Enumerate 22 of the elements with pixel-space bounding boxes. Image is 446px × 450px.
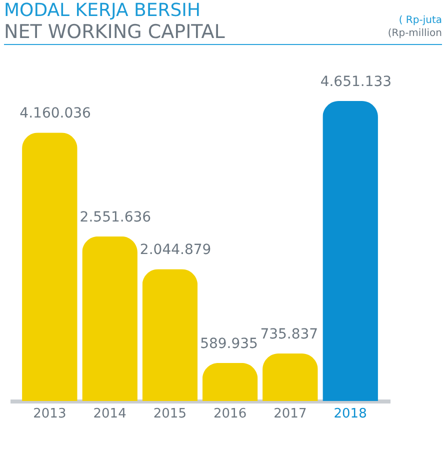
- chart-subtitle: NET WORKING CAPITAL: [4, 21, 225, 43]
- x-tick-label: 2015: [153, 406, 186, 422]
- x-tick-label: 2014: [93, 406, 126, 422]
- bar: [142, 269, 198, 401]
- bar: [202, 362, 258, 401]
- text: (Rp-million: [388, 27, 442, 40]
- x-tick-label: 2017: [274, 406, 307, 422]
- x-tick-label: 2016: [214, 406, 247, 422]
- data-label: 2.044.879: [140, 242, 212, 258]
- bar: [22, 132, 78, 401]
- bar: [262, 354, 318, 401]
- bar: [322, 101, 378, 401]
- data-label: 2.551.636: [80, 209, 152, 226]
- data-label: 4.160.036: [20, 106, 92, 122]
- data-label: 589.935: [200, 336, 258, 352]
- x-tick-label: 2013: [33, 406, 66, 422]
- data-label: 4.651.133: [320, 74, 392, 90]
- chart-title: MODAL KERJA BERSIH: [4, 0, 201, 21]
- text: ( Rp-juta: [398, 14, 442, 27]
- data-label: 735.837: [260, 326, 318, 343]
- bar: [82, 236, 138, 401]
- x-tick-label: 2018: [334, 406, 367, 422]
